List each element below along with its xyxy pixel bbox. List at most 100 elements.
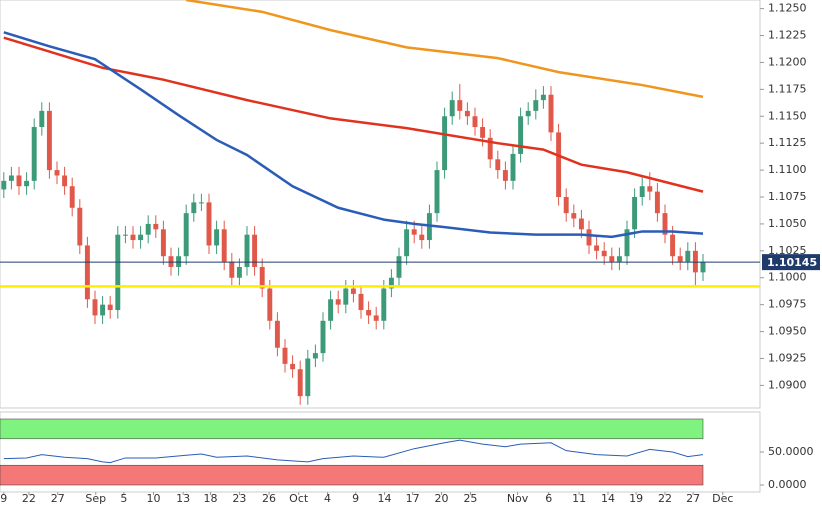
candle-body — [472, 116, 478, 128]
candle-body — [449, 100, 455, 117]
x-tick-label: 18 — [204, 492, 218, 505]
y-tick-label: 0.0000 — [768, 478, 807, 491]
candle-body — [1, 180, 7, 190]
candle-body — [404, 229, 410, 257]
candle-body — [198, 202, 204, 204]
y-tick-label: 1.1100 — [768, 163, 807, 176]
candle-body — [305, 358, 311, 397]
x-tick-label: 14 — [601, 492, 615, 505]
x-tick-label: 4 — [324, 492, 331, 505]
y-tick-label: 1.1225 — [768, 29, 807, 42]
candle-body — [191, 202, 197, 214]
candle-body — [677, 256, 683, 262]
x-tick-label: 14 — [378, 492, 392, 505]
x-tick-label: 25 — [463, 492, 477, 505]
oscillator-band — [0, 464, 704, 486]
oscillator-plot — [0, 418, 704, 486]
candle-body — [670, 234, 676, 257]
candle-body — [381, 288, 387, 321]
candle-body — [457, 100, 463, 111]
y-tick-label: 1.0925 — [768, 351, 807, 364]
y-tick-label: 1.1125 — [768, 136, 807, 149]
candle-body — [31, 127, 37, 181]
candle-body — [267, 288, 273, 321]
candle-body — [556, 132, 562, 198]
x-tick-label: 20 — [435, 492, 449, 505]
candle-body — [122, 234, 128, 236]
candle-body — [419, 234, 425, 241]
candle-body — [540, 94, 546, 101]
candle-body — [700, 262, 706, 273]
candle-body — [320, 320, 326, 354]
x-tick-label: Sep — [85, 492, 106, 505]
candle-body — [252, 234, 258, 267]
last-price-box — [762, 254, 820, 271]
candle-body — [609, 256, 615, 262]
candle-body — [46, 110, 52, 171]
candle-body — [442, 116, 448, 171]
candle-body — [525, 110, 531, 117]
candle-body — [594, 245, 600, 251]
x-tick-label: 22 — [22, 492, 36, 505]
candle-body — [244, 234, 250, 267]
candle-body — [153, 223, 159, 230]
y-tick-label: 1.1175 — [768, 82, 807, 95]
x-tick-label: 19 — [629, 492, 643, 505]
candle-body — [533, 100, 539, 111]
last-price-label: 1.10145 — [767, 256, 817, 269]
price-plot — [0, 0, 760, 405]
candle-body — [297, 369, 303, 397]
candle-body — [229, 261, 235, 278]
candle-body — [571, 213, 577, 219]
candle-body — [495, 159, 501, 171]
candle-body — [366, 310, 372, 316]
candle-body — [616, 256, 622, 262]
x-tick-label: 17 — [406, 492, 420, 505]
candle-body — [350, 288, 356, 294]
candle-body — [578, 218, 584, 230]
candle-body — [138, 234, 144, 241]
candle-body — [328, 299, 334, 321]
candle-body — [480, 127, 486, 138]
candle-body — [54, 170, 60, 176]
y-tick-label: 1.1200 — [768, 55, 807, 68]
x-tick-label: 23 — [232, 492, 246, 505]
candle-body — [107, 304, 113, 311]
y-tick-label: 1.0900 — [768, 378, 807, 391]
y-tick-label: 1.1050 — [768, 217, 807, 230]
candle-body — [282, 347, 288, 364]
y-tick-label: 1.0950 — [768, 325, 807, 338]
candle-body — [130, 234, 136, 241]
candle-body — [8, 175, 14, 181]
candle-body — [176, 256, 182, 267]
candle-body — [548, 94, 554, 133]
candle-body — [502, 170, 508, 181]
candle-body — [77, 207, 83, 246]
candle-body — [145, 223, 151, 235]
x-tick-label: Dec — [712, 492, 733, 505]
candle-body — [100, 304, 106, 316]
x-tick-label: 9 — [352, 492, 359, 505]
candle-body — [601, 250, 607, 257]
y-tick-label: 50.0000 — [768, 445, 814, 458]
main-panel — [0, 0, 761, 409]
x-tick-label: 26 — [262, 492, 276, 505]
candle-body — [160, 229, 166, 257]
candle-body — [487, 137, 493, 160]
candle-body — [639, 186, 645, 198]
candle-body — [411, 229, 417, 235]
y-tick-label: 1.1025 — [768, 244, 807, 257]
candle-body — [434, 170, 440, 214]
candle-body — [624, 229, 630, 257]
oscillator-band — [0, 418, 704, 440]
candle-body — [69, 186, 75, 208]
candle-body — [373, 315, 379, 321]
x-tick-label: 5 — [120, 492, 127, 505]
y-tick-label: 1.1000 — [768, 271, 807, 284]
candle-body — [464, 110, 470, 117]
y-tick-label: 1.1150 — [768, 109, 807, 122]
candle-body — [274, 320, 280, 348]
x-tick-label: Oct — [289, 492, 309, 505]
candle-body — [214, 229, 220, 246]
